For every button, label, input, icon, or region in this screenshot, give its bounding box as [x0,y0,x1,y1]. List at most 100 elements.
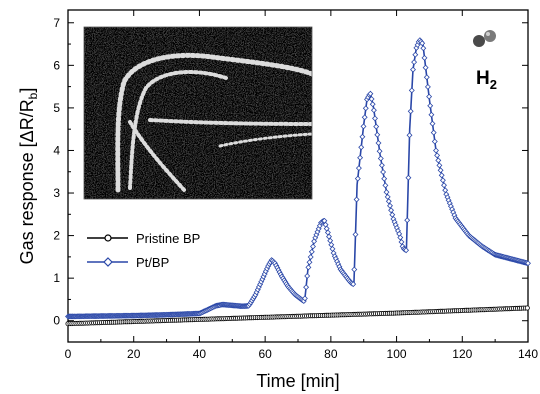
data-point [437,167,444,174]
gas-label-subscript: 2 [490,77,497,92]
data-point [375,140,382,146]
data-point [370,107,377,114]
data-point [419,40,426,47]
series-pristine-bp [65,305,530,327]
gas-label-h2: H2 [476,68,497,92]
data-point [373,123,380,130]
sem-inset-image [83,26,313,200]
data-point [374,131,381,138]
data-point [306,259,313,266]
data-point [353,196,360,203]
data-point [423,74,430,81]
data-point [428,111,435,118]
data-point [351,266,358,273]
data-point [398,239,405,245]
data-point [422,64,429,71]
data-point [308,248,315,255]
series-pt-bp [65,37,531,320]
y-axis-title: Gas response [ΔR/Rb] [17,88,40,265]
data-point [430,129,437,136]
data-point [433,147,439,154]
y-tick-label: 2 [53,229,60,243]
data-point [427,102,434,109]
y-tick-label: 4 [53,143,60,157]
data-point [405,174,412,181]
data-point [358,144,365,151]
data-point [426,93,433,100]
data-point [525,260,531,267]
data-point [436,162,443,169]
data-point [357,154,364,161]
data-point [305,264,312,271]
legend-marker-pt-bp [103,257,113,267]
data-point [380,169,387,175]
y-tick-label: 0 [53,314,60,328]
data-point [435,157,442,164]
y-axis-title-subscript: b [26,92,40,99]
y-tick-label: 6 [53,58,60,72]
x-tick-label: 140 [518,347,538,361]
data-point [411,59,418,66]
data-point [524,305,530,311]
data-point [387,202,393,209]
data-point [438,172,445,179]
data-point [406,132,413,139]
data-point [367,90,374,97]
data-point [424,83,431,90]
data-point [383,189,390,196]
data-point [434,152,441,159]
data-point [431,138,438,145]
data-point [388,207,395,214]
x-tick-label: 60 [258,347,272,361]
data-point [359,133,366,140]
data-point [362,105,369,112]
y-axis-title-close: ] [17,88,37,93]
data-point [421,54,428,61]
data-point [412,51,419,58]
y-axis-ticks: 0 1 2 3 4 5 6 7 [53,16,528,328]
data-point [352,231,359,238]
x-tick-label: 100 [387,347,407,361]
data-point [408,87,415,94]
data-point [382,182,389,189]
data-point [303,284,310,291]
data-point [361,114,368,121]
x-tick-label: 80 [324,347,338,361]
gas-label-main: H [476,68,490,89]
legend-label-pt-bp: Pt/BP [136,255,169,270]
data-point [410,66,416,73]
data-point [385,198,392,205]
data-point [378,162,385,169]
y-tick-label: 7 [53,16,60,30]
data-point [350,281,357,288]
data-point [381,175,388,182]
data-point [368,96,375,102]
hydrogen-molecule-icon [473,30,496,47]
data-point [304,273,311,279]
data-point [372,115,378,122]
data-point [384,193,391,200]
x-tick-label: 0 [65,347,72,361]
data-point [403,247,410,254]
legend-label-pristine-bp: Pristine BP [136,231,200,246]
data-point [429,120,436,127]
data-point [441,182,447,189]
x-tick-label: 20 [127,347,141,361]
x-axis-ticks: 0 20 40 60 80 100 120 140 [65,10,538,361]
data-point [360,123,367,130]
data-point [369,101,376,108]
data-point [389,211,396,218]
data-point [407,108,414,115]
x-tick-label: 120 [452,347,472,361]
data-point [377,155,384,162]
legend-marker-pristine-bp [104,234,112,242]
data-point [301,295,308,302]
data-point [354,175,361,182]
x-tick-label: 40 [193,347,207,361]
data-point [404,217,411,224]
data-point [355,165,362,172]
data-point [397,234,404,241]
data-point [310,243,316,250]
data-point [376,148,383,155]
